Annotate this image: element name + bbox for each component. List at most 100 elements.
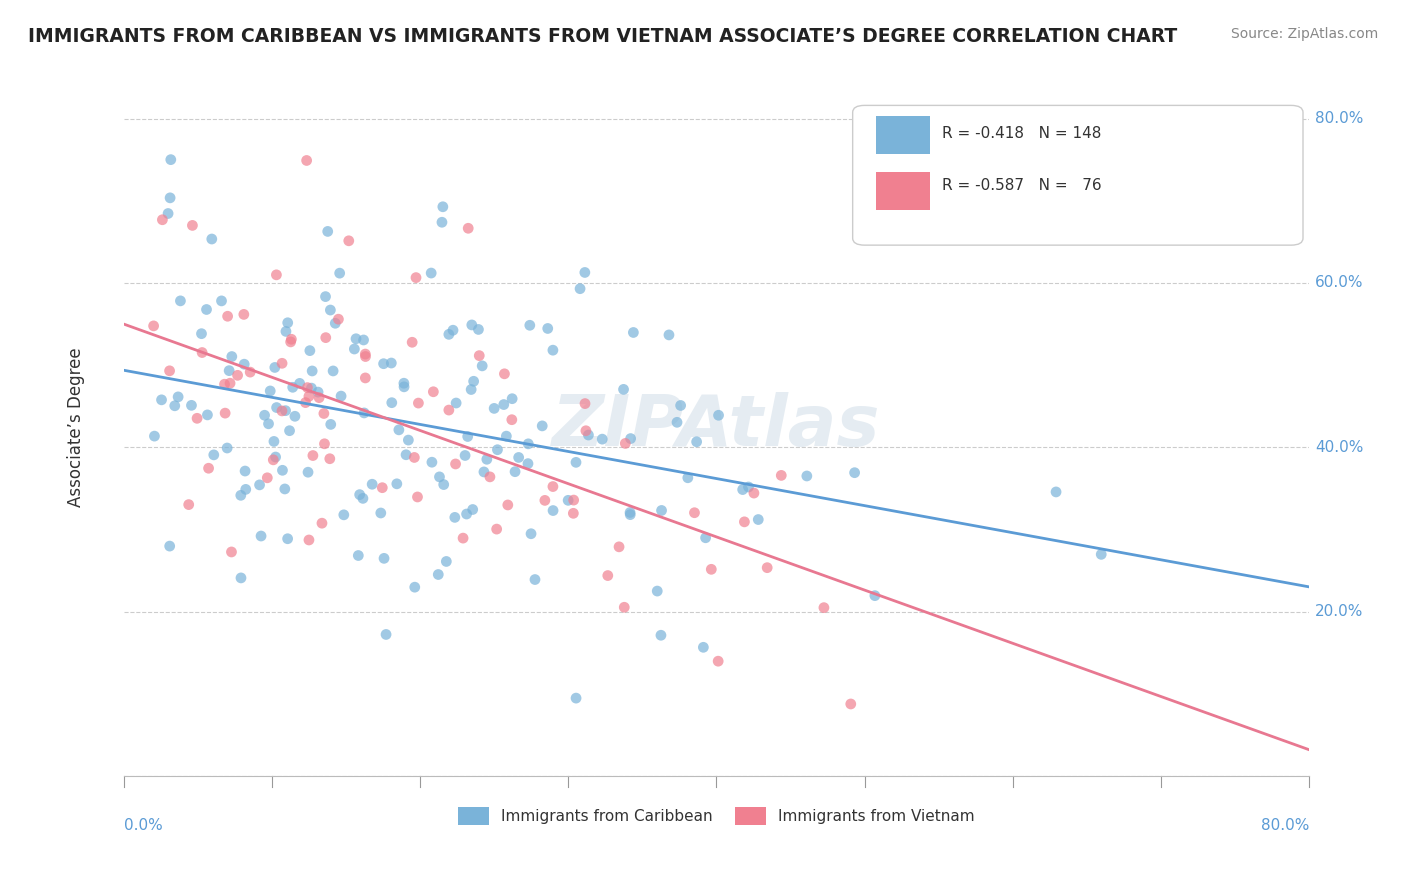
Point (591, 432, 613, 446)
Point (353, 333, 375, 347)
Point (839, 697, 862, 711)
Point (770, 468, 793, 483)
Point (159, 153, 181, 167)
Point (319, 417, 342, 432)
Point (278, 424, 301, 438)
Point (191, 345, 214, 359)
Point (314, 437, 336, 451)
Point (259, 384, 281, 398)
Text: 60.0%: 60.0% (1315, 276, 1364, 291)
Legend: Immigrants from Caribbean, Immigrants from Vietnam: Immigrants from Caribbean, Immigrants fr… (451, 801, 981, 831)
Point (337, 234, 360, 248)
Point (218, 364, 240, 378)
Point (492, 398, 515, 412)
Point (524, 573, 547, 587)
Point (645, 584, 668, 599)
Point (294, 395, 316, 409)
Point (233, 464, 256, 478)
Point (596, 568, 619, 582)
Point (308, 391, 330, 405)
Point (475, 452, 498, 467)
Point (385, 476, 408, 491)
Point (288, 376, 311, 391)
Point (344, 332, 367, 346)
Point (437, 403, 460, 417)
Point (578, 428, 600, 442)
Point (195, 302, 218, 317)
Point (405, 270, 427, 285)
Point (328, 312, 350, 326)
Point (295, 153, 318, 168)
Point (496, 498, 519, 512)
Point (658, 327, 681, 342)
Point (316, 224, 339, 238)
Point (298, 343, 321, 358)
Point (214, 377, 236, 392)
Point (277, 316, 299, 330)
Point (395, 448, 418, 462)
Point (373, 551, 395, 566)
Point (420, 266, 443, 280)
Point (574, 265, 596, 279)
Point (541, 343, 564, 358)
Point (565, 455, 588, 469)
Point (319, 303, 342, 318)
Point (707, 409, 730, 423)
Point (454, 449, 477, 463)
Point (461, 318, 484, 332)
Point (280, 334, 302, 349)
Point (619, 508, 641, 522)
Point (669, 399, 692, 413)
Point (695, 531, 717, 545)
FancyBboxPatch shape (852, 105, 1303, 245)
Point (263, 434, 285, 449)
Point (494, 367, 516, 381)
Point (143, 429, 166, 443)
Point (274, 325, 297, 339)
Point (401, 335, 423, 350)
Point (354, 350, 377, 364)
Point (239, 365, 262, 379)
Point (159, 364, 181, 378)
Point (562, 493, 585, 508)
Point (315, 331, 337, 345)
Point (197, 461, 219, 475)
Point (575, 424, 598, 438)
Point (707, 654, 730, 668)
Point (612, 383, 634, 397)
FancyBboxPatch shape (876, 116, 929, 154)
Point (427, 567, 450, 582)
Point (437, 327, 460, 342)
Point (733, 515, 755, 529)
Point (349, 488, 371, 502)
Point (323, 316, 346, 330)
Point (737, 480, 759, 494)
Point (1090, 547, 1112, 561)
Point (301, 381, 323, 395)
Point (312, 407, 335, 421)
Point (683, 506, 706, 520)
Text: Source: ZipAtlas.com: Source: ZipAtlas.com (1230, 27, 1378, 41)
Point (685, 434, 707, 449)
Point (380, 356, 402, 370)
Point (167, 390, 190, 404)
Point (620, 432, 643, 446)
Point (371, 481, 394, 495)
Point (311, 516, 333, 531)
Point (619, 506, 641, 520)
Point (271, 463, 294, 477)
Point (756, 560, 779, 574)
Point (329, 266, 352, 280)
Point (429, 470, 451, 484)
Point (381, 395, 404, 409)
Text: R = -0.418   N = 148: R = -0.418 N = 148 (942, 126, 1101, 141)
Point (747, 512, 769, 526)
Point (456, 507, 478, 521)
Point (301, 364, 323, 378)
Point (503, 465, 526, 479)
Point (221, 545, 243, 559)
Point (388, 423, 411, 437)
Point (163, 399, 186, 413)
Point (202, 448, 225, 462)
Point (217, 310, 239, 324)
